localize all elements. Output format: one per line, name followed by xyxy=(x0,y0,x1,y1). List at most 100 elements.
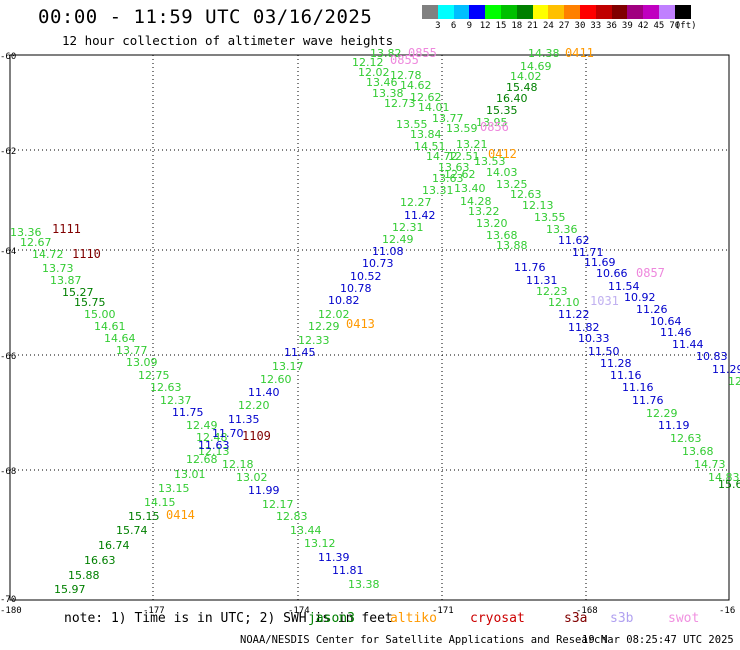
swh-value: 11.99 xyxy=(248,484,280,497)
swh-value: 14.28 xyxy=(460,195,492,208)
swh-value: 14.62 xyxy=(400,79,432,92)
swh-value: 12.62 xyxy=(410,91,442,104)
colorbar-label: 36 xyxy=(606,21,617,31)
swh-value: 11.35 xyxy=(228,413,260,426)
swh-value: 11.54 xyxy=(608,280,640,293)
swh-value: 13.55 xyxy=(396,118,428,131)
swh-value: 11.45 xyxy=(284,346,316,359)
swh-value: 13.40 xyxy=(454,182,486,195)
swh-value: 12.02 xyxy=(358,66,390,79)
lon-label: -180 xyxy=(0,606,22,616)
colorbar-label: 6 xyxy=(450,21,457,31)
colorbar-label: 18 xyxy=(511,21,523,31)
legend-item-altiko: altiko xyxy=(390,611,437,626)
swh-value: 14.64 xyxy=(104,332,136,345)
track-east-second: 11.6910.6611.5410.9211.2610.6411.4611.44… xyxy=(584,256,740,388)
lon-label: -174 xyxy=(288,606,310,616)
swh-value: 15.48 xyxy=(506,81,538,94)
swh-value: 10.83 xyxy=(696,350,728,363)
lon-label: -168 xyxy=(576,606,598,616)
swh-value: 16.63 xyxy=(84,554,116,567)
colorbar-swatch xyxy=(643,5,659,19)
swh-value: 13.44 xyxy=(290,524,322,537)
swh-value: 12.13 xyxy=(522,199,554,212)
colorbar-swatch xyxy=(532,5,549,19)
colorbar-swatch xyxy=(422,5,438,19)
swh-value: 10.78 xyxy=(340,282,372,295)
swh-value: 12.18 xyxy=(222,458,254,471)
swh-value: 11.70 xyxy=(212,427,244,440)
swh-value: 10.52 xyxy=(350,270,382,283)
colorbar-label: 15 xyxy=(495,21,507,31)
swh-value: 13.22 xyxy=(468,205,500,218)
colorbar-label: 39 xyxy=(621,21,633,31)
colorbar-label: 9 xyxy=(466,21,473,31)
swh-value: 12.23 xyxy=(536,285,568,298)
swh-value: 12.63 xyxy=(670,432,702,445)
swh-value: 15.88 xyxy=(68,569,100,582)
swh-value: 13.63 xyxy=(432,172,464,185)
swh-value: 15.75 xyxy=(74,296,106,309)
colorbar-swatch xyxy=(579,5,596,19)
swh-value: 11.81 xyxy=(332,564,364,577)
swh-value: 13.17 xyxy=(272,360,304,373)
swh-value: 10.92 xyxy=(624,291,656,304)
swh-value: 14.73 xyxy=(694,458,726,471)
swh-value: 13.36 xyxy=(10,226,42,239)
footer-timestamp: 19 Mar 08:25:47 UTC 2025 xyxy=(582,634,734,646)
pass-time-label: 0856 xyxy=(480,120,509,134)
swh-value: 13.01 xyxy=(174,468,206,481)
swh-value: 15.74 xyxy=(116,524,148,537)
swh-value: 13.95 xyxy=(476,116,508,129)
swh-value: 13.84 xyxy=(410,128,442,141)
colorbar-swatch xyxy=(658,5,675,19)
swh-value: 11.75 xyxy=(172,406,204,419)
pass-time-label: 0412 xyxy=(488,147,517,161)
swh-value: 14.61 xyxy=(94,320,126,333)
colorbar-label: 24 xyxy=(542,21,554,31)
colorbar-swatches xyxy=(422,5,691,19)
swh-value: 11.50 xyxy=(588,345,620,358)
swh-value: 13.88 xyxy=(496,239,528,252)
footer-credit: NOAA/NESDIS Center for Satellite Applica… xyxy=(240,634,607,646)
pass-time-label: 1110 xyxy=(72,247,101,261)
swh-value: 14.15 xyxy=(144,496,176,509)
swh-value: 13.73 xyxy=(42,262,74,275)
colorbar-swatch xyxy=(516,5,533,19)
swh-value: 11.71 xyxy=(572,246,604,259)
swh-value: 12.29 xyxy=(646,407,678,420)
swh-value: 12.31 xyxy=(392,221,424,234)
colorbar-swatch xyxy=(595,5,612,19)
map-frame xyxy=(9,54,730,601)
legend-item-swot: swot xyxy=(668,611,700,626)
swh-value: 13.87 xyxy=(50,274,82,287)
swh-value: 11.76 xyxy=(514,261,546,274)
swh-value: 11.82 xyxy=(568,321,600,334)
colorbar-label: 21 xyxy=(527,21,538,31)
swh-value: 12.10 xyxy=(548,296,580,309)
pass-time-label: 0411 xyxy=(565,46,594,60)
swh-value: 13.25 xyxy=(496,178,528,191)
swh-value: 11.31 xyxy=(526,274,558,287)
track-jason3-west: 13.3612.6714.7213.7313.8715.2715.7515.00… xyxy=(10,226,230,596)
swh-value: 11.46 xyxy=(660,326,692,339)
swh-value: 12.20 xyxy=(238,399,270,412)
swh-value: 13.46 xyxy=(366,76,398,89)
colorbar-swatch xyxy=(453,5,470,19)
legend-item-jason3: jason3 xyxy=(308,611,355,626)
colorbar-label: 3 xyxy=(435,21,441,31)
colorbar-label: 45 xyxy=(653,21,665,31)
swh-value: 14.72 xyxy=(32,248,64,261)
swh-value: 12.17 xyxy=(262,498,294,511)
swh-value: 13.59 xyxy=(446,122,478,135)
pass-time-label: 0413 xyxy=(346,317,375,331)
swh-value: 13.31 xyxy=(422,184,454,197)
swh-value: 16.40 xyxy=(496,92,528,105)
swh-value: 11.42 xyxy=(404,209,436,222)
colorbar-swatch xyxy=(485,5,501,19)
swh-value: 13.38 xyxy=(348,578,380,591)
swh-value: 12.02 xyxy=(318,308,350,321)
